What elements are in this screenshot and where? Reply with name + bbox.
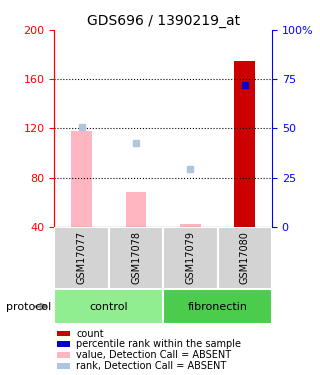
Text: GSM17078: GSM17078 xyxy=(131,231,141,284)
Bar xyxy=(109,227,163,289)
Text: value, Detection Call = ABSENT: value, Detection Call = ABSENT xyxy=(76,350,231,360)
Bar xyxy=(163,289,272,324)
Bar xyxy=(218,227,272,289)
Bar xyxy=(235,61,255,227)
Bar xyxy=(163,227,218,289)
Bar xyxy=(126,192,146,227)
Title: GDS696 / 1390219_at: GDS696 / 1390219_at xyxy=(87,13,240,28)
Text: percentile rank within the sample: percentile rank within the sample xyxy=(76,339,241,349)
Bar xyxy=(57,341,70,347)
Bar xyxy=(57,363,70,369)
Text: rank, Detection Call = ABSENT: rank, Detection Call = ABSENT xyxy=(76,361,227,371)
Bar xyxy=(71,131,92,227)
Bar xyxy=(57,330,70,336)
Text: GSM17079: GSM17079 xyxy=(185,231,196,284)
Text: protocol: protocol xyxy=(6,302,52,312)
Text: control: control xyxy=(90,302,128,312)
Bar xyxy=(54,289,163,324)
Text: GSM17080: GSM17080 xyxy=(240,231,250,284)
Bar xyxy=(180,224,201,227)
Bar xyxy=(54,227,109,289)
Text: count: count xyxy=(76,328,104,339)
Text: fibronectin: fibronectin xyxy=(188,302,248,312)
Text: GSM17077: GSM17077 xyxy=(76,231,87,284)
Bar xyxy=(57,352,70,358)
